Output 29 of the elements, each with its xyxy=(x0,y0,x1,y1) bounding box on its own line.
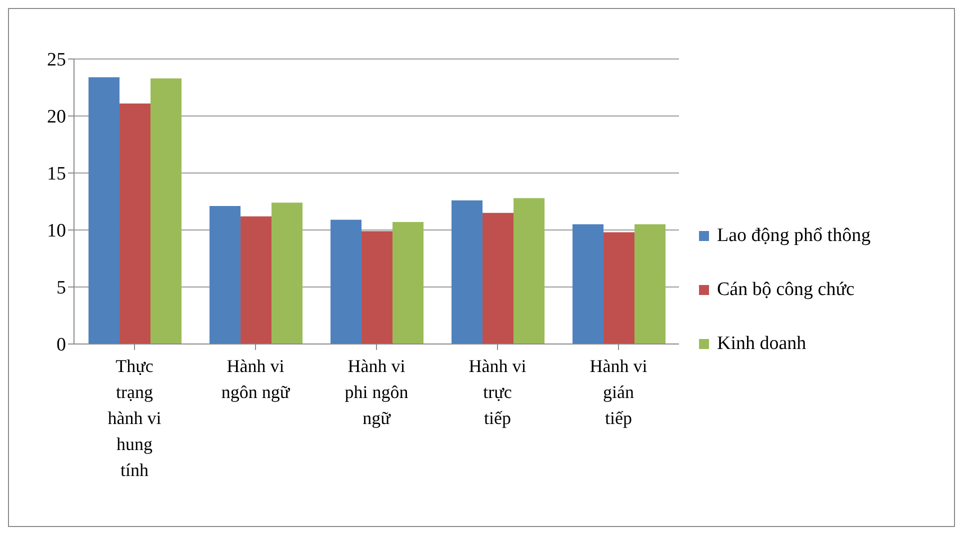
bar xyxy=(482,212,514,344)
bar xyxy=(150,78,182,344)
legend-label: Kinh doanh xyxy=(717,333,806,355)
x-tick-label: Thực trạng hành vi hung tính xyxy=(108,356,162,480)
bar xyxy=(330,220,362,344)
y-tick-label: 10 xyxy=(47,220,66,242)
x-tick-label: Hành vi trực tiếp xyxy=(468,356,526,428)
bar xyxy=(634,224,666,344)
bar xyxy=(392,222,424,344)
bar xyxy=(452,200,483,344)
legend-label: Lao động phổ thông xyxy=(717,225,871,247)
bar xyxy=(120,103,151,344)
bar xyxy=(514,198,545,344)
x-tick-label: Hành vi ngôn ngữ xyxy=(221,356,291,402)
bar xyxy=(210,206,241,344)
bar xyxy=(272,202,303,344)
y-tick-label: 15 xyxy=(47,164,66,185)
y-tick-label: 0 xyxy=(56,334,66,356)
bar xyxy=(240,216,272,344)
bar xyxy=(362,231,393,344)
x-tick-label: Hành vi gián tiếp xyxy=(590,356,648,428)
legend-label: Cán bộ công chức xyxy=(717,279,854,301)
y-tick-label: 25 xyxy=(47,50,66,71)
bar xyxy=(572,224,604,344)
y-tick-label: 5 xyxy=(56,278,66,299)
bar xyxy=(604,232,635,344)
y-tick-label: 20 xyxy=(47,106,66,128)
bar xyxy=(88,77,120,344)
x-tick-label: Hành vi phi ngôn ngữ xyxy=(344,356,408,428)
